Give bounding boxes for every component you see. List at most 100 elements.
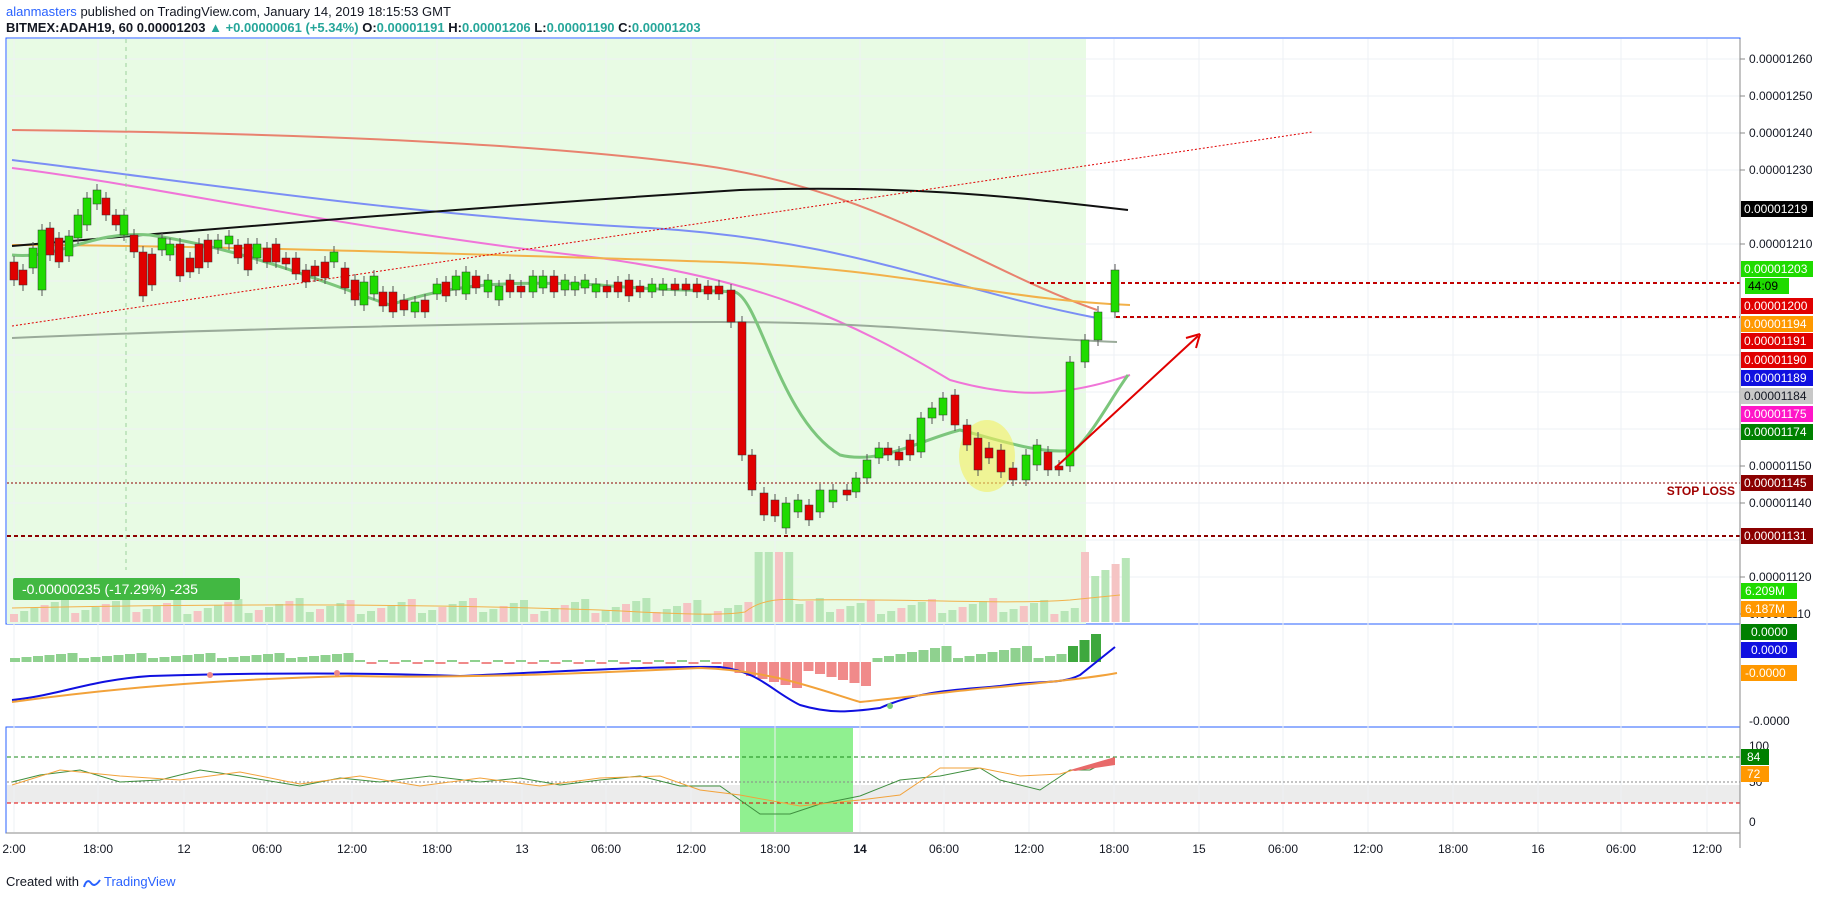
price-tick-label: 0.00001140 xyxy=(1749,496,1812,510)
price-marker-bg xyxy=(1741,388,1813,404)
volume-bar xyxy=(979,601,987,622)
author-link[interactable]: alanmasters xyxy=(6,4,77,19)
candle-body xyxy=(950,394,960,426)
change-up-icon: ▲ xyxy=(209,20,222,35)
price-marker-label: 0.00001219 xyxy=(1744,202,1808,216)
volume-bar xyxy=(305,612,314,622)
macd-bar xyxy=(412,662,423,664)
volume-bar xyxy=(815,598,824,622)
volume-bar xyxy=(438,607,447,622)
stoch-highlight-region xyxy=(740,728,853,832)
candle-body xyxy=(560,279,570,291)
volume-bar xyxy=(509,603,518,622)
candle-body xyxy=(549,275,559,293)
macd-bar xyxy=(493,660,503,662)
candle-body xyxy=(471,275,481,289)
ma-blue-line xyxy=(11,159,1098,319)
volume-bar xyxy=(764,552,773,622)
price-marker-bg xyxy=(1741,370,1813,386)
tradingview-link[interactable]: TradingView xyxy=(104,874,176,889)
macd-cross-marker xyxy=(207,672,213,678)
candle-body xyxy=(905,439,915,456)
macd-bar xyxy=(1056,654,1067,662)
stoch-d-line xyxy=(11,759,1116,807)
macd-bar xyxy=(861,662,871,686)
macd-bar xyxy=(665,662,676,664)
candle-body xyxy=(45,227,55,256)
dotted-trendline xyxy=(11,131,1313,327)
candle-body xyxy=(9,261,19,281)
candle-body xyxy=(580,279,590,289)
macd-bar xyxy=(286,658,296,662)
low-value: 0.00001190 xyxy=(546,20,615,35)
volume-bar xyxy=(1111,564,1120,622)
macd-bar xyxy=(642,662,653,664)
volume-bar xyxy=(214,605,222,622)
volume-bar xyxy=(50,602,59,622)
volume-bar xyxy=(499,606,508,622)
candle-body xyxy=(658,283,668,291)
volume-bar xyxy=(1019,606,1028,622)
volume-bar xyxy=(193,611,202,622)
macd-bar xyxy=(849,662,860,683)
candle-body xyxy=(73,214,83,239)
candle-body xyxy=(681,283,691,291)
time-tick-label: 06:00 xyxy=(1268,842,1298,856)
macd-bar xyxy=(125,654,135,662)
candle-body xyxy=(252,243,262,259)
volume-bar xyxy=(938,613,947,622)
stoch-tick-label: 0 xyxy=(1749,815,1756,829)
volume-bar xyxy=(346,600,355,622)
price-marker-label: 0.00001203 xyxy=(1744,262,1808,276)
candle-body xyxy=(291,257,301,275)
tradingview-logo-icon xyxy=(82,878,101,887)
volume-bar xyxy=(856,603,865,622)
macd-bar xyxy=(136,653,147,662)
time-axis[interactable]: 2:00 18:00 12 06:00 12:00 18:00 13 06:00 12:00 18… xyxy=(2,832,1740,856)
price-axis[interactable]: 0.00001260 0.00001250 0.00001240 0.00001230… xyxy=(1739,39,1813,848)
candle-body xyxy=(1110,269,1120,313)
candle-body xyxy=(973,437,983,471)
candle-body xyxy=(883,447,893,456)
candle-body xyxy=(461,271,471,295)
macd-marker-label: -0.0000 xyxy=(1745,666,1786,680)
candle-body xyxy=(516,285,526,293)
volume-bar xyxy=(611,607,620,622)
macd-bar xyxy=(895,654,906,662)
macd-bar xyxy=(757,662,768,679)
footer: Created with TradingView xyxy=(6,874,176,889)
price-marker-label: 0.00001145 xyxy=(1744,476,1807,490)
symbol-name[interactable]: BITMEX:ADAH19, 60 xyxy=(6,20,134,35)
candle-body xyxy=(147,253,157,286)
price-marker-bg xyxy=(1741,352,1813,368)
macd-bar xyxy=(309,656,319,662)
macd-bar xyxy=(1033,658,1044,662)
price-tick-label: 0.00001250 xyxy=(1749,89,1813,103)
candle-body xyxy=(138,251,148,297)
candle-body xyxy=(505,279,515,293)
macd-bar xyxy=(516,660,526,662)
candle-body xyxy=(101,197,111,216)
macd-bar xyxy=(194,654,204,662)
price-marker-label: 0.00001200 xyxy=(1744,299,1808,313)
volume-bar xyxy=(101,604,110,622)
volume-bar xyxy=(224,602,233,622)
candle-body xyxy=(243,243,253,271)
volume-bar xyxy=(724,608,732,622)
volume-bar xyxy=(173,600,182,622)
macd-marker-bg xyxy=(1741,624,1797,640)
candle-body xyxy=(862,459,872,479)
price-tick-label: 0.00001120 xyxy=(1749,570,1812,584)
candle-body xyxy=(874,447,884,459)
macd-bar xyxy=(182,655,193,662)
candle-body xyxy=(359,281,369,306)
candle-body xyxy=(224,235,234,245)
high-value: 0.00001206 xyxy=(461,20,531,35)
macd-bar xyxy=(378,660,388,662)
volume-bar xyxy=(571,602,579,622)
volume-bar xyxy=(244,613,253,622)
candle-body xyxy=(82,197,92,226)
macd-bar xyxy=(159,657,170,662)
macd-bar xyxy=(792,662,802,688)
